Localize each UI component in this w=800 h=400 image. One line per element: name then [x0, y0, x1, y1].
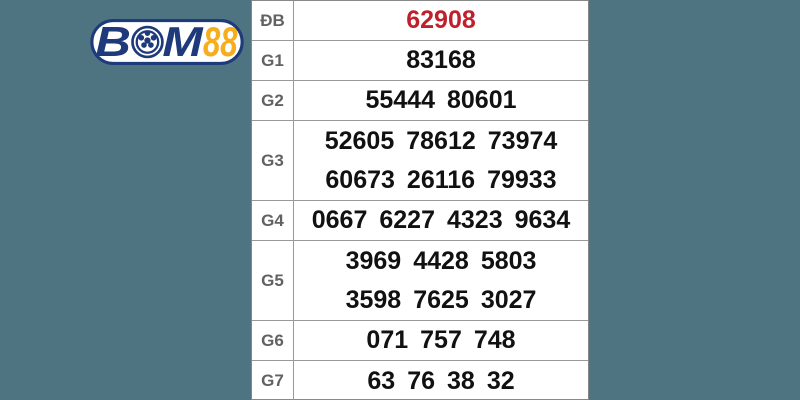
- svg-text:B: B: [95, 19, 131, 65]
- svg-text:M: M: [162, 19, 204, 65]
- svg-text:88: 88: [203, 19, 238, 65]
